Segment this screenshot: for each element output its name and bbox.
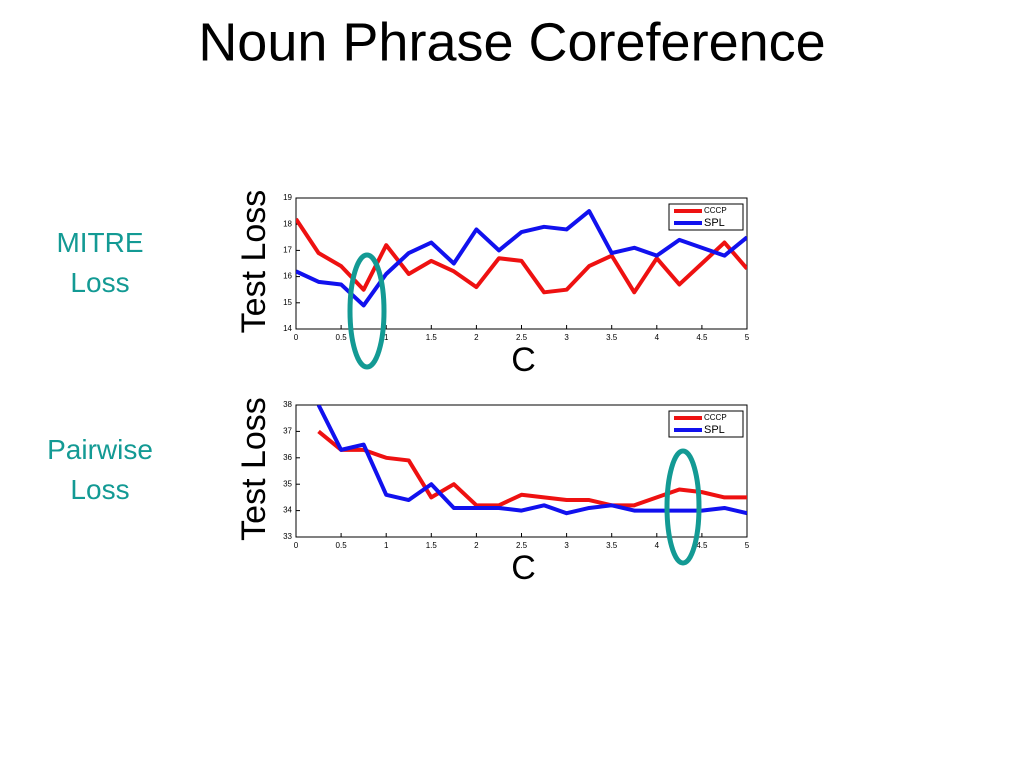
- x-tick-label: 4: [655, 333, 660, 342]
- y-tick-label: 38: [283, 400, 292, 409]
- x-tick-label: 2.5: [516, 541, 528, 550]
- x-tick-label: 5: [745, 333, 750, 342]
- series-line: [296, 209, 747, 308]
- legend-box: [668, 410, 744, 438]
- x-tick-label: 4.5: [696, 333, 708, 342]
- x-tick-label: 1: [384, 333, 389, 342]
- y-tick-label: 16: [283, 272, 292, 281]
- y-tick-label: 17: [283, 246, 292, 255]
- y-tick-label: 34: [283, 506, 292, 515]
- slide-title: Noun Phrase Coreference: [198, 12, 825, 72]
- row-label: MITRE Loss: [56, 227, 143, 298]
- legend-label: CCCP: [704, 206, 727, 215]
- x-tick-label: 0.5: [336, 333, 348, 342]
- y-tick-label: 36: [283, 453, 292, 462]
- y-tick-label: 15: [283, 298, 292, 307]
- x-tick-label: 5: [745, 541, 750, 550]
- x-tick-label: 3: [564, 541, 569, 550]
- highlight-ellipse: [664, 448, 702, 566]
- x-tick-label: 2.5: [516, 333, 528, 342]
- x-tick-label: 0: [294, 541, 299, 550]
- y-tick-label: 19: [283, 193, 292, 202]
- x-tick-label: 3: [564, 333, 569, 342]
- x-tick-label: 3.5: [606, 333, 618, 342]
- legend-label: SPL: [704, 217, 725, 229]
- y-axis-label: Test Loss: [235, 190, 273, 334]
- x-tick-label: 3.5: [606, 541, 618, 550]
- x-tick-label: 1.5: [426, 541, 438, 550]
- legend-box: [668, 203, 744, 231]
- legend-label: CCCP: [704, 413, 727, 422]
- legend-label: SPL: [704, 424, 725, 436]
- row-label: Pairwise Loss: [47, 434, 153, 505]
- x-tick-label: 4: [655, 541, 660, 550]
- series-line: [296, 217, 747, 295]
- x-tick-label: 0: [294, 333, 299, 342]
- x-tick-label: 2: [474, 333, 479, 342]
- x-axis-label: C: [511, 549, 536, 587]
- x-tick-label: 1: [384, 541, 389, 550]
- x-tick-label: 2: [474, 541, 479, 550]
- y-tick-label: 14: [283, 324, 292, 333]
- x-tick-label: 1.5: [426, 333, 438, 342]
- x-tick-label: 0.5: [336, 541, 348, 550]
- highlight-ellipse: [347, 252, 387, 370]
- y-tick-label: 35: [283, 479, 292, 488]
- series-line: [316, 405, 747, 516]
- y-tick-label: 18: [283, 219, 292, 228]
- y-tick-label: 33: [283, 532, 292, 541]
- y-tick-label: 37: [283, 427, 292, 436]
- y-axis-label: Test Loss: [235, 397, 273, 541]
- series-line: [317, 429, 747, 508]
- x-tick-label: 4.5: [696, 541, 708, 550]
- x-axis-label: C: [511, 341, 536, 379]
